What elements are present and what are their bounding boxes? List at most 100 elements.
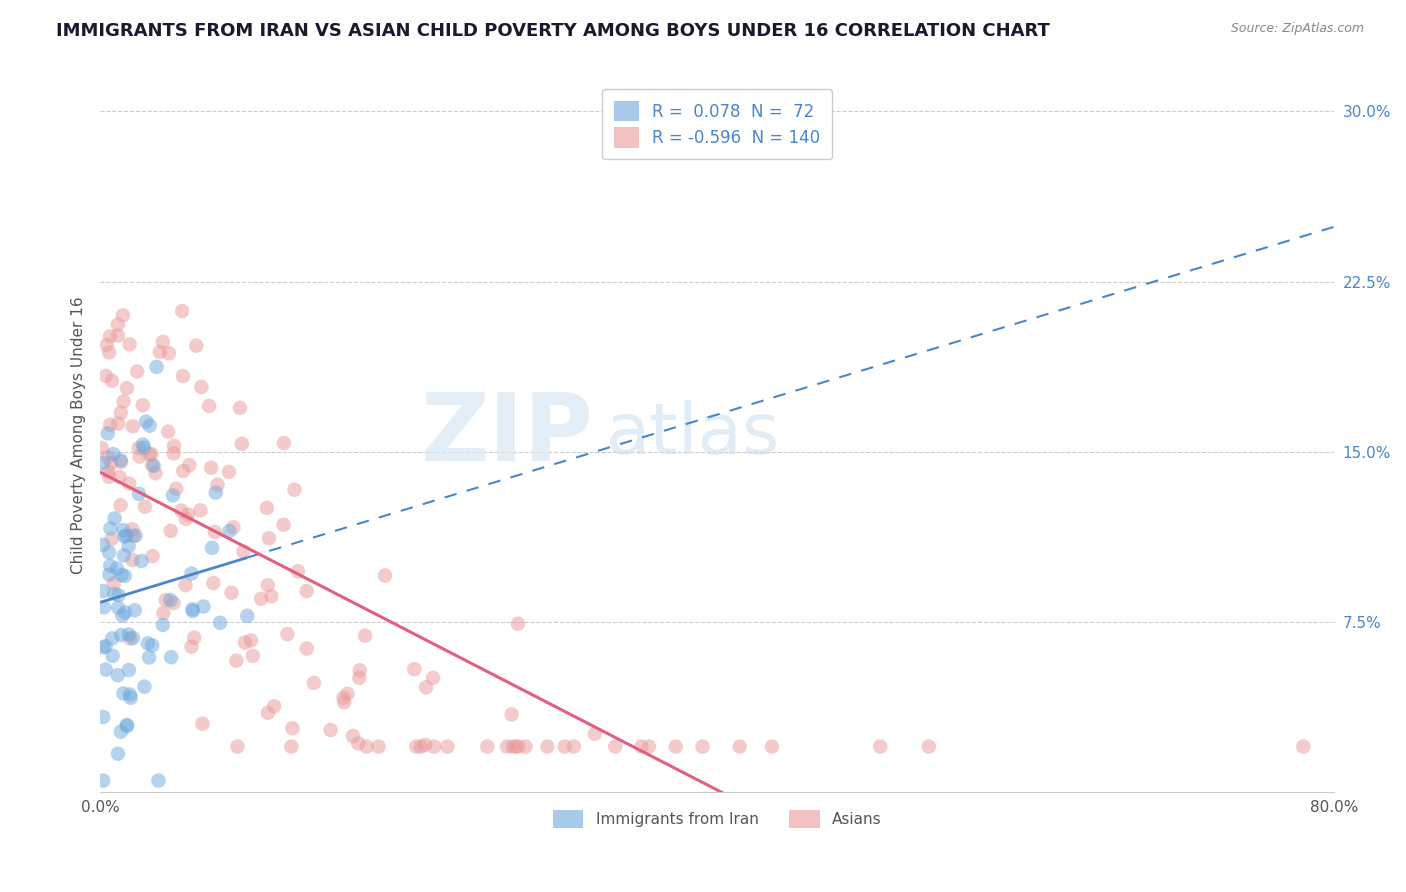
Point [257, 706, 280, 720]
Point [869, 739, 891, 754]
Point [157, 425, 180, 439]
Point [134, 500, 156, 514]
Point [728, 739, 751, 754]
Point [174, 512, 197, 526]
Point [107, 318, 129, 332]
Point [333, 695, 356, 709]
Point [204, 485, 226, 500]
Point [121, 419, 143, 434]
Point [103, 587, 125, 601]
Point [98, 469, 121, 483]
Point [118, 663, 141, 677]
Point [191, 716, 214, 731]
Point [177, 508, 200, 522]
Point [302, 676, 325, 690]
Point [110, 724, 132, 739]
Point [508, 739, 530, 754]
Point [114, 530, 136, 544]
Point [505, 739, 527, 754]
Point [122, 529, 145, 543]
Point [256, 500, 278, 515]
Point [91, 640, 114, 655]
Point [127, 364, 149, 378]
Point [250, 591, 273, 606]
Point [108, 470, 131, 484]
Point [110, 453, 132, 467]
Point [506, 616, 529, 631]
Point [186, 339, 208, 353]
Point [181, 604, 204, 618]
Point [193, 599, 215, 614]
Point [207, 477, 229, 491]
Point [134, 680, 156, 694]
Point [231, 436, 253, 450]
Point [226, 739, 249, 754]
Point [128, 487, 150, 501]
Point [554, 739, 576, 754]
Point [157, 346, 180, 360]
Point [145, 359, 167, 374]
Point [273, 517, 295, 532]
Text: Source: ZipAtlas.com: Source: ZipAtlas.com [1230, 22, 1364, 36]
Point [135, 415, 157, 429]
Point [179, 458, 201, 472]
Point [605, 739, 627, 754]
Point [128, 441, 150, 455]
Point [93, 600, 115, 615]
Point [202, 576, 225, 591]
Point [118, 337, 141, 351]
Point [918, 739, 941, 754]
Point [98, 545, 121, 559]
Point [172, 464, 194, 478]
Point [111, 309, 134, 323]
Point [163, 446, 186, 460]
Point [630, 739, 652, 754]
Point [105, 561, 128, 575]
Point [256, 578, 278, 592]
Point [180, 640, 202, 654]
Point [114, 569, 136, 583]
Point [101, 648, 124, 663]
Point [287, 564, 309, 578]
Text: IMMIGRANTS FROM IRAN VS ASIAN CHILD POVERTY AMONG BOYS UNDER 16 CORRELATION CHAR: IMMIGRANTS FROM IRAN VS ASIAN CHILD POVE… [56, 22, 1050, 40]
Point [112, 523, 135, 537]
Point [115, 528, 138, 542]
Point [96, 338, 118, 352]
Point [200, 460, 222, 475]
Point [124, 603, 146, 617]
Point [209, 615, 232, 630]
Point [94, 639, 117, 653]
Point [91, 538, 114, 552]
Point [91, 710, 114, 724]
Point [97, 450, 120, 464]
Point [112, 549, 135, 563]
Point [91, 456, 114, 470]
Point [232, 544, 254, 558]
Point [118, 539, 141, 553]
Legend: Immigrants from Iran, Asians: Immigrants from Iran, Asians [547, 804, 887, 834]
Point [242, 648, 264, 663]
Point [98, 345, 121, 359]
Point [409, 739, 432, 754]
Point [263, 699, 285, 714]
Point [496, 739, 519, 754]
Point [122, 631, 145, 645]
Point [204, 524, 226, 539]
Point [100, 532, 122, 546]
Point [583, 727, 606, 741]
Point [112, 394, 135, 409]
Point [101, 374, 124, 388]
Point [110, 568, 132, 582]
Point [101, 632, 124, 646]
Point [413, 738, 436, 752]
Point [103, 576, 125, 591]
Text: atlas: atlas [606, 401, 780, 469]
Point [107, 328, 129, 343]
Point [104, 511, 127, 525]
Point [141, 458, 163, 472]
Point [115, 381, 138, 395]
Point [536, 739, 558, 754]
Point [181, 602, 204, 616]
Point [163, 439, 186, 453]
Point [124, 528, 146, 542]
